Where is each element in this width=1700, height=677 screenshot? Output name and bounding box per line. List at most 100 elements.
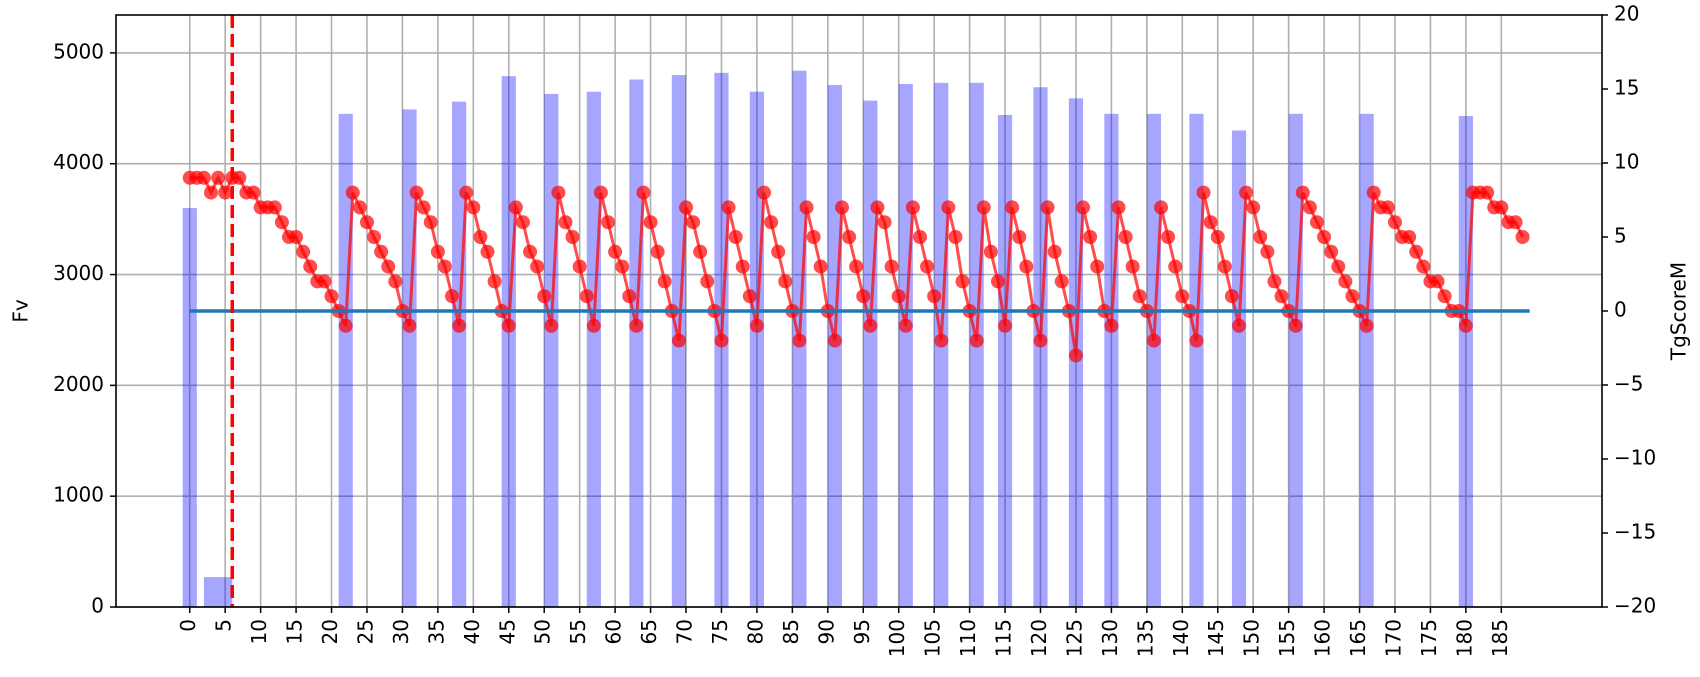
marker: [374, 244, 389, 259]
marker: [601, 215, 616, 230]
marker: [579, 289, 594, 304]
x-tick-label: 65: [637, 619, 661, 644]
marker: [636, 185, 651, 200]
marker: [806, 230, 821, 244]
marker: [1317, 230, 1332, 244]
marker: [1047, 244, 1062, 259]
marker: [1012, 230, 1027, 244]
marker: [317, 274, 332, 289]
marker: [1033, 333, 1048, 348]
x-tick-label: 10: [247, 619, 271, 644]
marker: [700, 274, 715, 289]
marker: [409, 185, 424, 200]
marker: [473, 230, 488, 244]
x-tick-label: 5: [212, 619, 236, 632]
bar: [749, 91, 764, 608]
marker: [1508, 215, 1523, 230]
marker: [1338, 274, 1353, 289]
marker: [324, 289, 339, 304]
x-tick-label: 110: [956, 619, 980, 657]
marker: [1324, 244, 1339, 259]
marker: [1288, 318, 1303, 333]
bar: [997, 114, 1013, 607]
x-tick-label: 160: [1311, 619, 1335, 657]
marker: [232, 170, 247, 185]
marker: [1189, 333, 1204, 348]
marker: [445, 289, 460, 304]
marker: [941, 200, 956, 215]
bar: [863, 100, 878, 607]
marker: [1260, 244, 1275, 259]
x-tick-label: 20: [318, 619, 342, 644]
marker: [1168, 259, 1183, 274]
marker: [196, 170, 211, 185]
y2-tick-label: 0: [1614, 298, 1627, 322]
x-tick-label: 105: [921, 619, 945, 657]
marker: [969, 333, 984, 348]
marker: [1253, 230, 1268, 244]
x-tick-label: 125: [1062, 619, 1086, 657]
marker: [211, 170, 226, 185]
marker: [558, 215, 573, 230]
y2-tick-label: 5: [1614, 224, 1627, 248]
x-tick-label: 30: [389, 619, 413, 644]
x-tick-label: 130: [1098, 619, 1122, 657]
marker: [1083, 230, 1098, 244]
marker: [1068, 348, 1083, 363]
x-tick-label: 75: [708, 619, 732, 644]
marker: [1146, 333, 1161, 348]
marker: [1274, 289, 1289, 304]
marker: [983, 244, 998, 259]
marker: [480, 244, 495, 259]
marker: [934, 333, 949, 348]
y-tick-label: 5000: [53, 39, 104, 63]
marker: [1458, 318, 1473, 333]
bar: [1146, 113, 1162, 607]
marker: [615, 259, 630, 274]
bar: [586, 91, 601, 608]
marker: [459, 185, 474, 200]
marker: [586, 318, 601, 333]
marker: [246, 185, 261, 200]
marker: [1309, 215, 1324, 230]
marker: [771, 244, 786, 259]
marker: [416, 200, 431, 215]
marker: [643, 215, 658, 230]
y2-tick-label: 10: [1614, 150, 1639, 174]
x-tick-label: 170: [1381, 619, 1405, 657]
x-tick-label: 150: [1240, 619, 1264, 657]
y-tick-label: 2000: [53, 372, 104, 396]
marker: [976, 200, 991, 215]
marker: [1125, 259, 1140, 274]
x-tick-label: 90: [814, 619, 838, 644]
marker: [792, 333, 807, 348]
plot-frame: [115, 14, 1603, 608]
y2-tick-label: −20: [1614, 594, 1656, 618]
marker: [1161, 230, 1176, 244]
marker: [537, 289, 552, 304]
x-tick-label: 15: [283, 619, 307, 644]
marker: [650, 244, 665, 259]
x-tick-label: 120: [1027, 619, 1051, 657]
marker: [204, 185, 219, 200]
x-tick-label: 165: [1346, 619, 1370, 657]
x-tick-label: 95: [850, 619, 874, 644]
marker: [218, 185, 233, 200]
marker: [402, 318, 417, 333]
marker: [1239, 185, 1254, 200]
marker: [863, 318, 878, 333]
marker: [345, 185, 360, 200]
marker: [813, 259, 828, 274]
marker: [1217, 259, 1232, 274]
marker: [423, 215, 438, 230]
x-tick-label: 135: [1133, 619, 1157, 657]
marker: [920, 259, 935, 274]
marker: [856, 289, 871, 304]
marker: [728, 230, 743, 244]
bar: [501, 76, 516, 607]
marker: [1154, 200, 1169, 215]
y2-tick-label: −5: [1614, 372, 1643, 396]
marker: [1430, 274, 1445, 289]
marker: [1118, 230, 1133, 244]
